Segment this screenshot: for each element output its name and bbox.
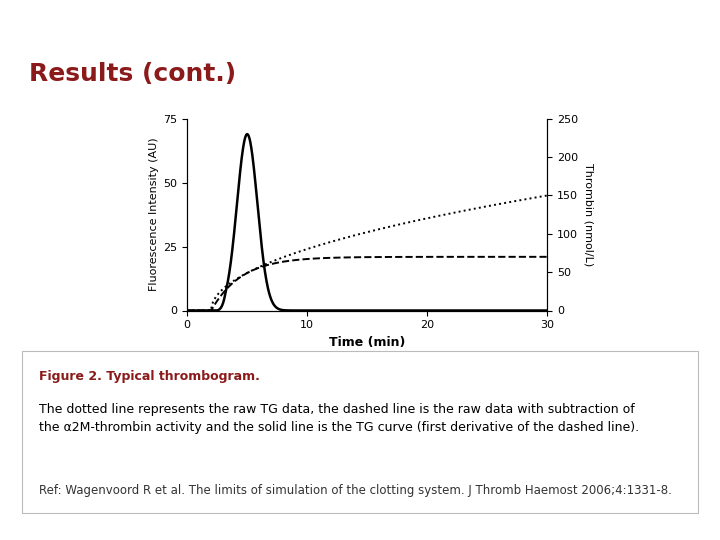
Text: Figure 2. Typical thrombogram.: Figure 2. Typical thrombogram. xyxy=(39,370,259,383)
Text: Ref: Wagenvoord R et al. The limits of simulation of the clotting system. J Thro: Ref: Wagenvoord R et al. The limits of s… xyxy=(39,484,671,497)
Y-axis label: Thrombin (nmol/L): Thrombin (nmol/L) xyxy=(584,163,593,266)
Y-axis label: Fluorescence Intensity (AU): Fluorescence Intensity (AU) xyxy=(149,138,159,292)
Text: The dotted line represents the raw TG data, the dashed line is the raw data with: The dotted line represents the raw TG da… xyxy=(39,403,639,434)
X-axis label: Time (min): Time (min) xyxy=(329,336,405,349)
Text: Clinical Chemistry: Clinical Chemistry xyxy=(16,10,233,30)
Text: Results (cont.): Results (cont.) xyxy=(29,62,236,86)
